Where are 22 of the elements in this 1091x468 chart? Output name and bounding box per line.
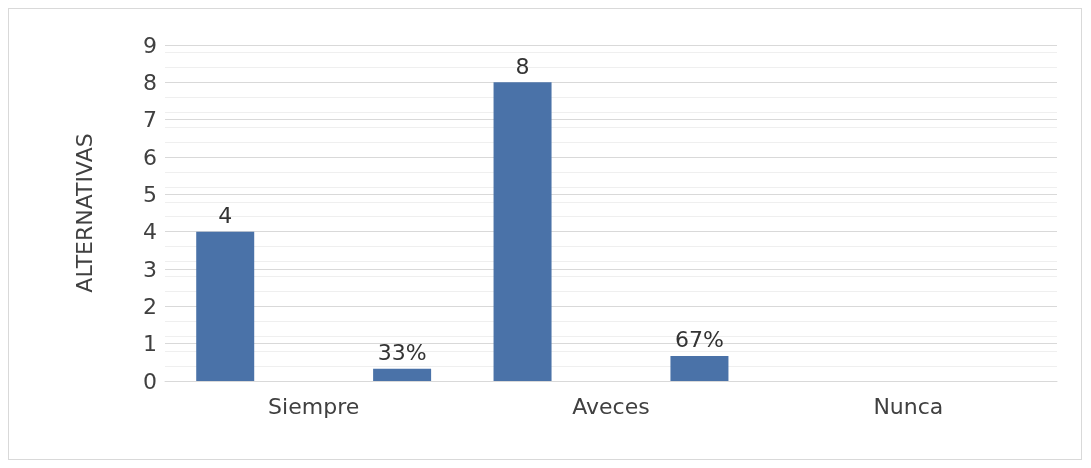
data-label: 33%	[377, 340, 427, 366]
y-tick-label: 6	[143, 144, 157, 170]
y-axis-title: ALTERNATIVAS	[71, 133, 97, 293]
data-label: 4	[218, 203, 233, 229]
bar	[493, 82, 552, 381]
x-tick-label: Nunca	[873, 393, 944, 419]
y-tick-label: 8	[143, 69, 157, 95]
x-tick-label: Siempre	[268, 393, 360, 419]
y-tick-label: 9	[143, 32, 157, 58]
y-tick-label: 3	[143, 256, 157, 282]
x-tick-label: Aveces	[572, 393, 650, 419]
bar	[373, 368, 432, 381]
y-tick-label: 5	[143, 181, 157, 207]
y-tick-label: 1	[143, 331, 157, 357]
y-tick-label: 4	[143, 219, 157, 245]
data-label: 8	[515, 53, 530, 79]
bar	[670, 355, 729, 381]
y-tick-label: 0	[143, 368, 157, 394]
bar	[196, 231, 255, 381]
y-tick-label: 7	[143, 107, 157, 133]
y-tick-label: 2	[143, 293, 157, 319]
data-label: 67%	[675, 327, 724, 353]
